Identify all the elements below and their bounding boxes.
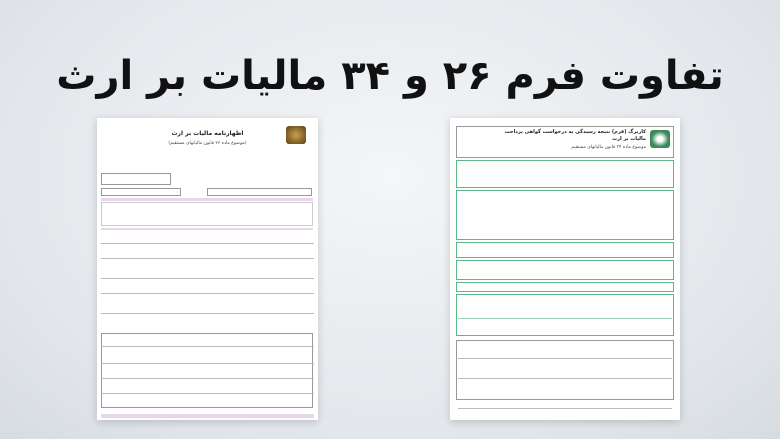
form-heading: اظهارنامه مالیات بر ارث	[171, 130, 244, 137]
form-heading: کاربرگ (فرم) نتیجه رسیدگی به درخواست گوا…	[504, 129, 646, 142]
form-26-image: اظهارنامه مالیات بر ارث (موضوع ماده ۲۶ ق…	[97, 118, 318, 420]
page-title: تفاوت فرم ۲۶ و ۳۴ مالیات بر ارث	[56, 53, 724, 99]
form-subheading: موضوع ماده ۳۴ قانون مالیاتهای مستقیم	[571, 145, 646, 150]
tax-organization-logo-icon	[286, 126, 306, 144]
form-subheading: (موضوع ماده ۲۶ قانون مالیاتهای مستقیم)	[168, 140, 247, 146]
form-34-image: کاربرگ (فرم) نتیجه رسیدگی به درخواست گوا…	[450, 118, 680, 420]
tax-organization-logo-icon	[650, 130, 670, 148]
